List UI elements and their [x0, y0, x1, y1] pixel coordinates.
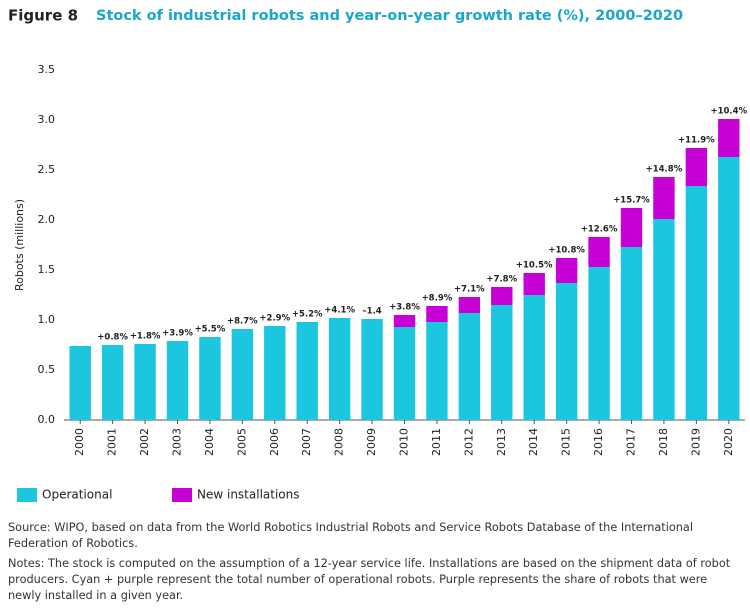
growth-label: +2.9%: [259, 314, 290, 324]
bar-segment: [458, 297, 481, 313]
bar-segment: [555, 283, 578, 420]
bar-segment: [101, 345, 124, 420]
bar-segment: [328, 318, 351, 420]
x-tick-label: 2017: [625, 428, 638, 456]
bar-segment: [134, 344, 156, 420]
growth-label: +3.8%: [389, 303, 420, 313]
growth-label: +0.8%: [97, 333, 128, 343]
growth-label: +3.9%: [162, 329, 193, 339]
bar-segment: [523, 273, 545, 295]
bar-segment: [685, 186, 708, 420]
chart: Figure 8 Stock of industrial robots and …: [8, 7, 748, 502]
growth-label: +10.8%: [548, 246, 585, 256]
y-tick-label: 0.0: [38, 413, 56, 426]
x-tick-label: 2004: [203, 428, 216, 456]
y-tick-label: 2.5: [38, 163, 56, 176]
y-tick-label: 1.5: [38, 263, 56, 276]
x-tick-label: 2014: [527, 428, 540, 456]
growth-label: +5.5%: [195, 325, 226, 335]
growth-label: +7.1%: [454, 285, 485, 295]
growth-label: +11.9%: [678, 136, 715, 146]
legend-label: New installations: [197, 488, 300, 502]
x-tick-label: 2009: [365, 428, 378, 456]
bar-segment: [69, 346, 91, 420]
x-tick-label: 2019: [689, 428, 702, 456]
x-tick-label: 2015: [560, 428, 573, 456]
y-tick-label: 2.0: [38, 213, 56, 226]
bar-segment: [653, 219, 675, 420]
bar-segment: [393, 327, 416, 420]
bar-segment: [491, 305, 513, 420]
bar-segment: [588, 267, 610, 420]
bar-segment: [361, 319, 383, 420]
x-tick-label: 2013: [495, 428, 508, 456]
x-tick-label: 2018: [657, 428, 670, 456]
bar-segment: [588, 237, 610, 267]
bar-segment: [491, 287, 513, 305]
bar-segment: [426, 322, 448, 420]
x-tick-label: 2002: [138, 428, 151, 456]
growth-label: +8.9%: [422, 294, 453, 304]
bar-segment: [718, 157, 740, 420]
growth-label: +8.7%: [227, 317, 258, 327]
growth-label: +5.2%: [292, 310, 323, 320]
growth-label: +10.5%: [516, 261, 553, 271]
x-tick-label: 2012: [462, 428, 475, 456]
legend-label: Operational: [42, 488, 112, 502]
legend-swatch: [17, 488, 37, 502]
bar-segment: [199, 337, 221, 420]
source: Source: WIPO, based on data from the Wor…: [8, 521, 693, 550]
bar-segment: [685, 148, 708, 186]
bar-segment: [620, 208, 643, 247]
legend-swatch: [172, 488, 192, 502]
growth-label: +10.4%: [710, 107, 747, 117]
growth-label: +7.8%: [486, 275, 517, 285]
y-tick-label: 3.5: [38, 63, 56, 76]
x-tick-label: 2020: [722, 428, 735, 456]
bar-segment: [264, 326, 286, 420]
figure-label: Figure 8: [8, 7, 78, 25]
growth-label: +12.6%: [581, 225, 618, 235]
x-tick-label: 2005: [235, 428, 248, 456]
growth-label: +1.8%: [130, 332, 161, 342]
y-axis-label: Robots (millions): [13, 199, 26, 291]
bar-segment: [523, 295, 545, 420]
x-tick-label: 2010: [398, 428, 411, 456]
notes: Notes: The stock is computed on the assu…: [8, 557, 731, 602]
bar-segment: [393, 315, 416, 327]
bar-segment: [166, 341, 189, 420]
x-tick-label: 2008: [333, 428, 346, 456]
bar-segment: [231, 329, 254, 420]
bar-segment: [718, 119, 740, 157]
y-tick-label: 1.0: [38, 313, 56, 326]
chart-title: Stock of industrial robots and year-on-y…: [96, 8, 683, 24]
growth-label: +15.7%: [613, 196, 650, 206]
bar-segment: [620, 247, 643, 420]
growth-label: –1.4: [362, 307, 381, 317]
bar-segment: [653, 177, 675, 219]
x-tick-label: 2000: [73, 428, 86, 456]
x-tick-label: 2011: [430, 428, 443, 456]
bar-segment: [296, 322, 318, 420]
x-tick-label: 2001: [106, 428, 119, 456]
bar-segment: [458, 313, 481, 420]
x-tick-label: 2016: [592, 428, 605, 456]
x-tick-label: 2006: [268, 428, 281, 456]
y-tick-label: 0.5: [38, 363, 56, 376]
bar-segment: [426, 306, 448, 322]
x-tick-label: 2007: [300, 428, 313, 456]
growth-label: +14.8%: [646, 165, 683, 175]
growth-label: +4.1%: [324, 306, 355, 316]
y-tick-label: 3.0: [38, 113, 56, 126]
x-tick-label: 2003: [171, 428, 184, 456]
bar-segment: [555, 258, 578, 283]
